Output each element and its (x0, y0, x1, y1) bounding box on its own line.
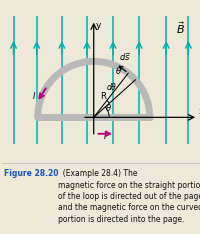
Text: $d\vec{s}$: $d\vec{s}$ (119, 51, 131, 63)
Text: (Example 28.4) The
magnetic force on the straight portion
of the loop is directe: (Example 28.4) The magnetic force on the… (58, 169, 200, 224)
Text: x: x (199, 107, 200, 116)
Text: $\theta$: $\theta$ (115, 65, 122, 76)
Text: $\vec{B}$: $\vec{B}$ (176, 21, 185, 36)
Text: Figure 28.20: Figure 28.20 (4, 169, 58, 178)
Text: R: R (100, 92, 106, 101)
Text: I: I (33, 92, 36, 102)
Text: y: y (96, 21, 101, 30)
Text: $d\theta$: $d\theta$ (106, 81, 118, 92)
Text: $\theta$: $\theta$ (105, 102, 112, 113)
Text: I: I (103, 132, 106, 141)
